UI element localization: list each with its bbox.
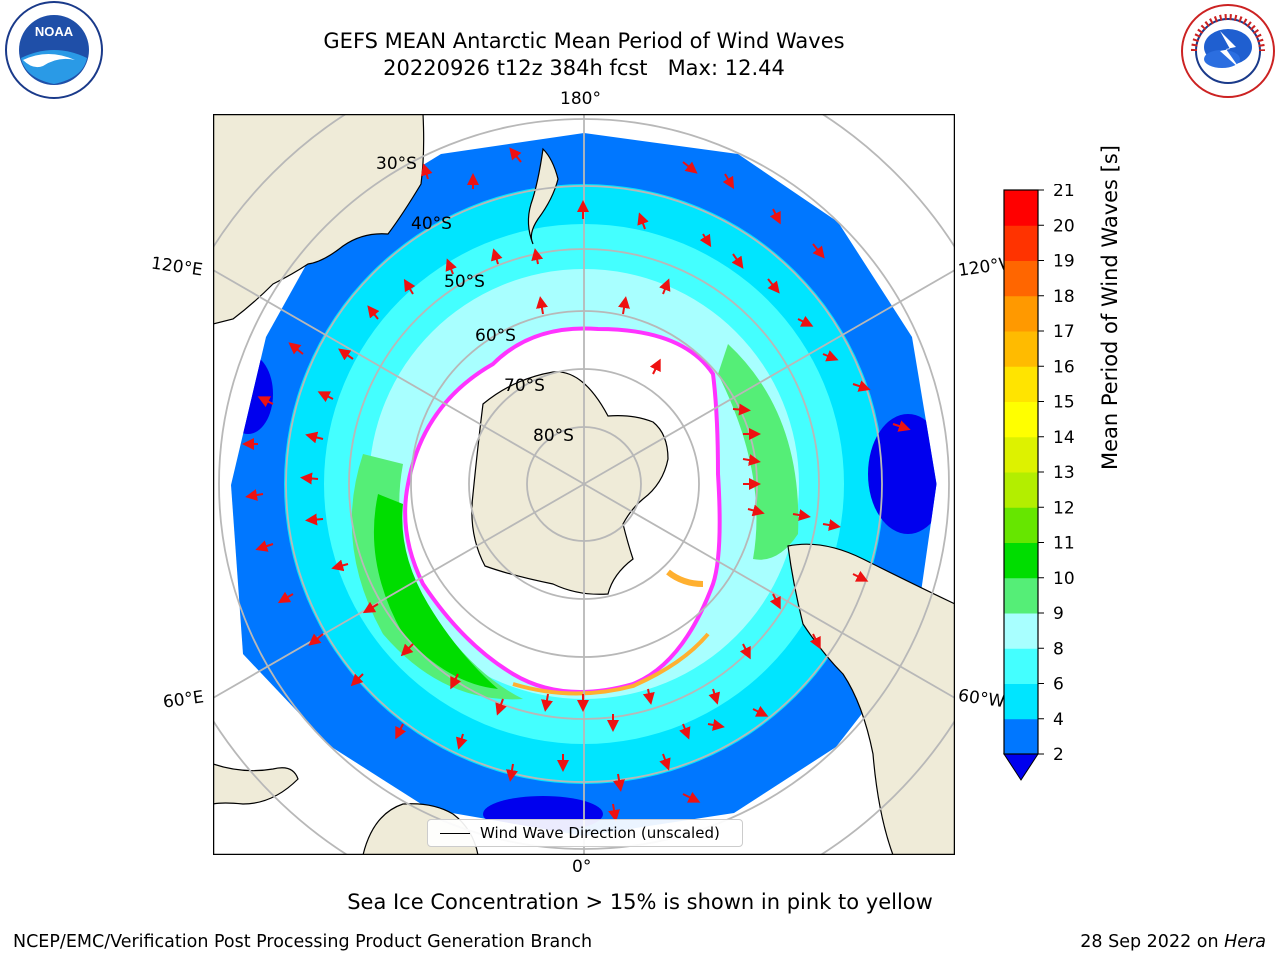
colorbar-tick-label: 11 <box>1053 534 1075 554</box>
colorbar-tick-label: 17 <box>1053 322 1075 342</box>
sea-ice-note: Sea Ice Concentration > 15% is shown in … <box>347 890 933 914</box>
colorbar-segment <box>1004 225 1038 261</box>
colorbar-extend-triangle <box>1003 753 1039 781</box>
lat-label-40s: 40°S <box>411 214 452 234</box>
lon-label-60e: 60°E <box>161 687 206 713</box>
colorbar-segments <box>1004 190 1038 755</box>
nws-logo <box>1181 4 1275 98</box>
colorbar-segment <box>1004 718 1038 755</box>
footer-machine: Hera <box>1224 932 1266 952</box>
colorbar: 2 4 6 8 9 10 11 12 13 14 15 16 17 18 19 20 21 <box>1003 184 1075 781</box>
footer-date: 28 Sep 2022 on Hera <box>1080 932 1266 952</box>
colorbar-segment <box>1004 542 1038 579</box>
new-zealand-land <box>527 147 559 245</box>
legend-label: Wind Wave Direction (unscaled) <box>480 824 720 842</box>
colorbar-tick-label: 15 <box>1053 393 1075 413</box>
colorbar-ticks: 2 4 6 8 9 10 11 12 13 14 15 16 17 18 19 20 21 <box>1038 184 1075 765</box>
colorbar-tick-label: 6 <box>1053 675 1064 695</box>
chart-subtitle: 20220926 t12z 384h fcst Max: 12.44 <box>383 56 785 80</box>
colorbar-segment <box>1004 436 1038 473</box>
lat-label-60s: 60°S <box>475 326 516 346</box>
colorbar-segment <box>1004 648 1038 684</box>
wind-wave-arrows <box>242 147 911 822</box>
south-america-land <box>787 543 955 855</box>
colorbar-tick-label: 13 <box>1053 463 1075 483</box>
lon-label-180: 180° <box>560 89 601 109</box>
australia-land <box>213 114 425 325</box>
colorbar-label: Mean Period of Wind Waves [s] <box>1098 145 1122 470</box>
colorbar-segment <box>1004 507 1038 543</box>
footer-date-text: 28 Sep 2022 on <box>1080 932 1225 952</box>
colorbar-segment <box>1004 190 1038 226</box>
colorbar-tick-label: 2 <box>1053 745 1064 765</box>
colorbar-tick-label: 4 <box>1053 710 1064 730</box>
colorbar-tick-label: 20 <box>1053 216 1075 236</box>
colorbar-segment <box>1004 683 1038 720</box>
colorbar-tick-label: 12 <box>1053 498 1075 518</box>
colorbar-segment <box>1004 472 1038 508</box>
lon-label-120e: 120°E <box>149 253 204 281</box>
colorbar-segment <box>1004 613 1038 649</box>
colorbar-segment <box>1004 295 1038 332</box>
lat-label-30s: 30°S <box>376 154 417 174</box>
colorbar-tick-label: 9 <box>1053 604 1064 624</box>
colorbar-segment <box>1004 260 1038 297</box>
footer-producer: NCEP/EMC/Verification Post Processing Pr… <box>13 932 593 952</box>
colorbar-segment <box>1004 401 1038 438</box>
legend-line-icon <box>440 832 470 834</box>
antarctica-land <box>471 371 669 595</box>
colorbar-tick-label: 8 <box>1053 639 1064 659</box>
colorbar-tick-label: 10 <box>1053 569 1075 589</box>
polar-map: 30°S 40°S 50°S 60°S 70°S 80°S <box>213 114 955 855</box>
colorbar-segment <box>1004 331 1038 367</box>
colorbar-tick-label: 19 <box>1053 252 1075 272</box>
graticule <box>213 114 955 855</box>
colorbar-tick-label: 18 <box>1053 287 1075 307</box>
map-legend: Wind Wave Direction (unscaled) <box>427 819 743 847</box>
lat-label-70s: 70°S <box>504 376 545 396</box>
lat-label-50s: 50°S <box>444 272 485 292</box>
lon-label-0: 0° <box>572 857 592 877</box>
colorbar-tick-label: 14 <box>1053 428 1075 448</box>
noaa-logo-text: NOAA <box>35 24 74 39</box>
map-frame <box>213 114 955 855</box>
colorbar-tick-label: 21 <box>1053 184 1075 201</box>
colorbar-segment <box>1004 366 1038 402</box>
madagascar-land <box>213 763 299 805</box>
chart-title: GEFS MEAN Antarctic Mean Period of Wind … <box>323 29 845 53</box>
lat-label-80s: 80°S <box>533 426 574 446</box>
colorbar-segment <box>1004 577 1038 614</box>
colorbar-tick-label: 16 <box>1053 357 1075 377</box>
noaa-logo: NOAA <box>5 1 103 99</box>
